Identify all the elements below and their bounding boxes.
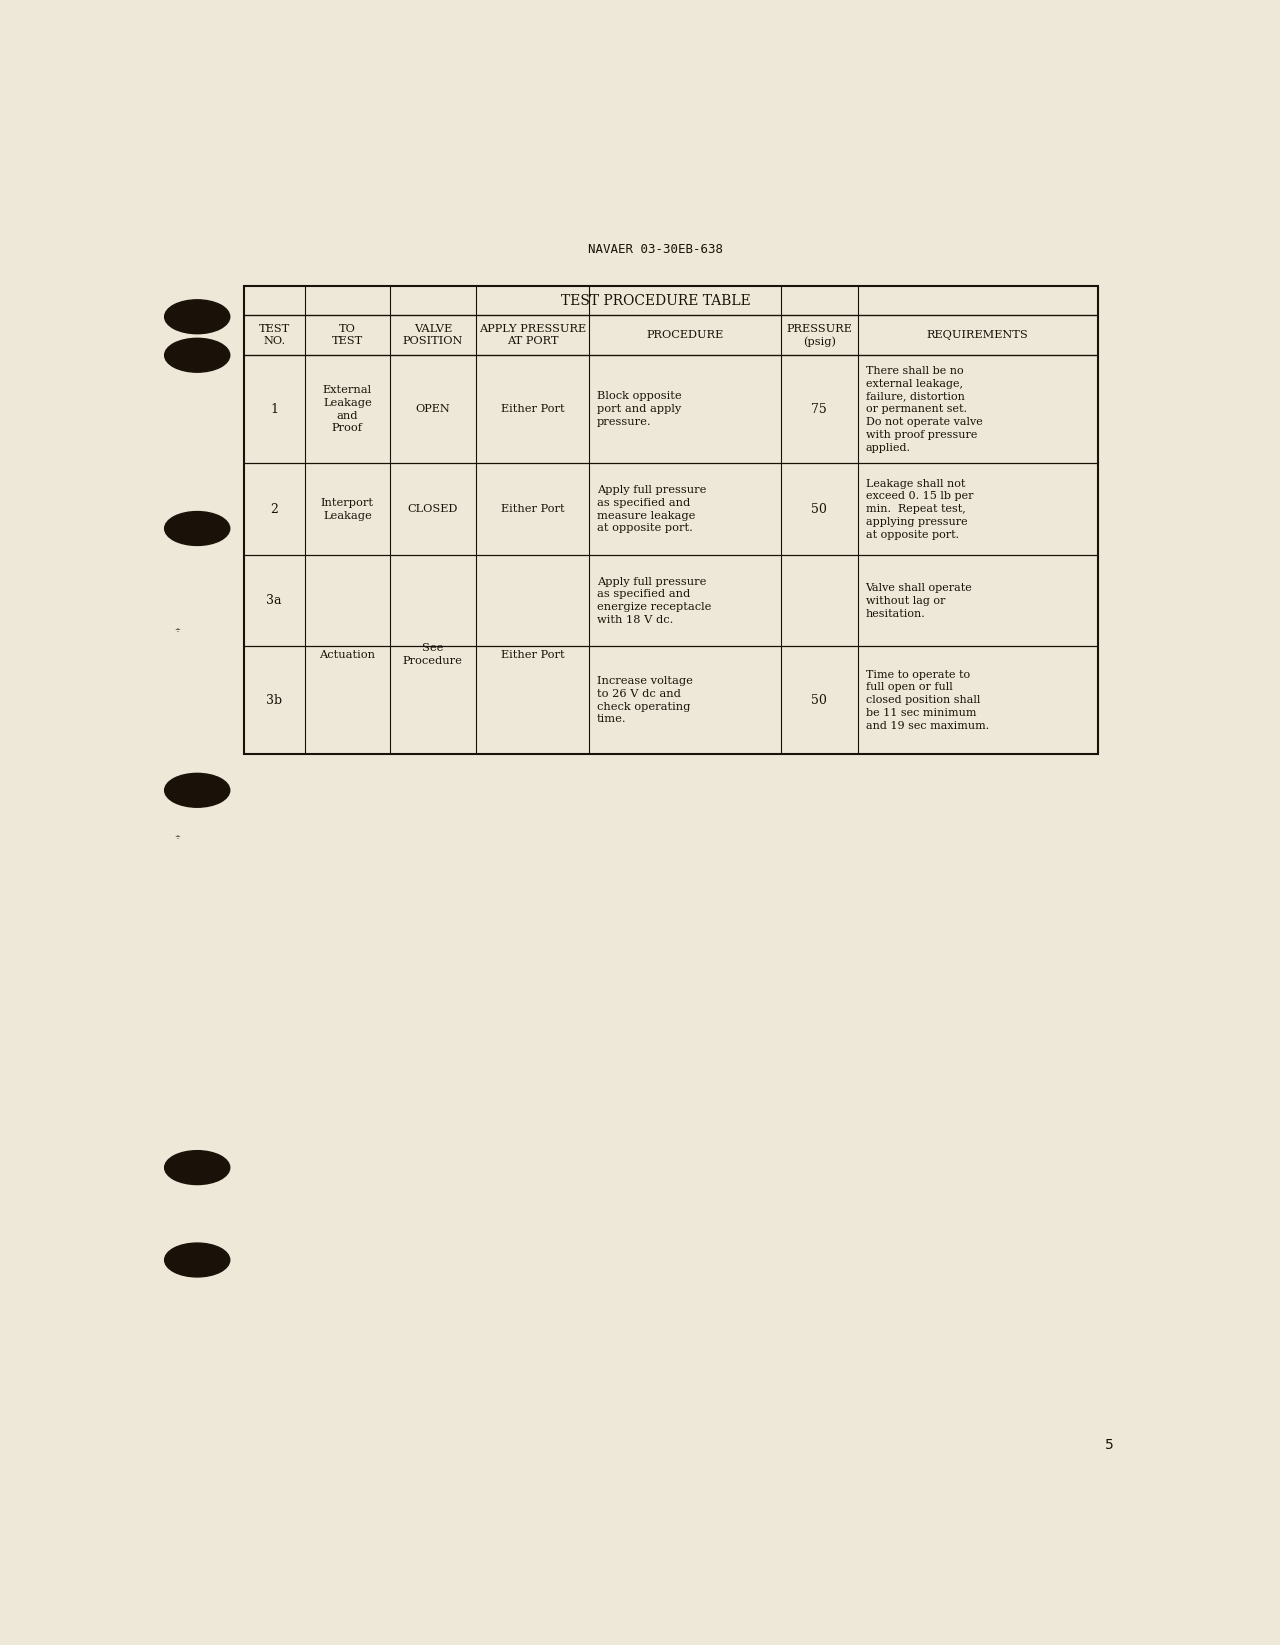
Text: PROCEDURE: PROCEDURE: [646, 331, 723, 341]
Text: Either Port: Either Port: [500, 650, 564, 660]
Text: ÷: ÷: [174, 625, 180, 632]
Text: APPLY PRESSURE
AT PORT: APPLY PRESSURE AT PORT: [479, 324, 586, 347]
Text: REQUIREMENTS: REQUIREMENTS: [927, 331, 1029, 341]
Text: TEST
NO.: TEST NO.: [259, 324, 289, 347]
Text: Time to operate to
full open or full
closed position shall
be 11 sec minimum
and: Time to operate to full open or full clo…: [865, 670, 989, 730]
Text: Either Port: Either Port: [500, 505, 564, 515]
Text: 2: 2: [270, 503, 278, 517]
Text: TEST PROCEDURE TABLE: TEST PROCEDURE TABLE: [561, 293, 751, 308]
Ellipse shape: [165, 1244, 229, 1277]
Text: Valve shall operate
without lag or
hesitation.: Valve shall operate without lag or hesit…: [865, 582, 973, 619]
Text: TO
TEST: TO TEST: [332, 324, 364, 347]
Text: OPEN: OPEN: [416, 405, 451, 415]
Text: External
Leakage
and
Proof: External Leakage and Proof: [323, 385, 372, 433]
Text: Interport
Leakage: Interport Leakage: [321, 498, 374, 521]
Text: 50: 50: [812, 503, 827, 517]
Ellipse shape: [165, 773, 229, 808]
Text: CLOSED: CLOSED: [407, 505, 458, 515]
Text: Increase voltage
to 26 V dc and
check operating
time.: Increase voltage to 26 V dc and check op…: [598, 676, 692, 724]
Text: Leakage shall not
exceed 0. 15 lb per
min.  Repeat test,
applying pressure
at op: Leakage shall not exceed 0. 15 lb per mi…: [865, 479, 973, 540]
Text: 3a: 3a: [266, 594, 282, 607]
Text: 50: 50: [812, 694, 827, 707]
Text: 75: 75: [812, 403, 827, 416]
Text: PRESSURE
(psig): PRESSURE (psig): [786, 324, 852, 347]
Text: 5: 5: [1105, 1438, 1114, 1453]
Ellipse shape: [165, 299, 229, 334]
Text: See
Procedure: See Procedure: [403, 643, 463, 666]
Ellipse shape: [165, 1150, 229, 1184]
Text: Actuation: Actuation: [320, 650, 375, 660]
Text: There shall be no
external leakage,
failure, distortion
or permanent set.
Do not: There shall be no external leakage, fail…: [865, 365, 982, 452]
Text: Block opposite
port and apply
pressure.: Block opposite port and apply pressure.: [598, 392, 682, 428]
Text: Apply full pressure
as specified and
measure leakage
at opposite port.: Apply full pressure as specified and mea…: [598, 485, 707, 533]
Ellipse shape: [165, 339, 229, 372]
Text: 3b: 3b: [266, 694, 283, 707]
Text: 1: 1: [270, 403, 278, 416]
Text: VALVE
POSITION: VALVE POSITION: [403, 324, 463, 347]
Text: Apply full pressure
as specified and
energize receptacle
with 18 V dc.: Apply full pressure as specified and ene…: [598, 577, 712, 625]
Text: Either Port: Either Port: [500, 405, 564, 415]
Text: NAVAER 03-30EB-638: NAVAER 03-30EB-638: [589, 243, 723, 257]
Ellipse shape: [165, 512, 229, 546]
Text: ÷: ÷: [174, 834, 180, 839]
